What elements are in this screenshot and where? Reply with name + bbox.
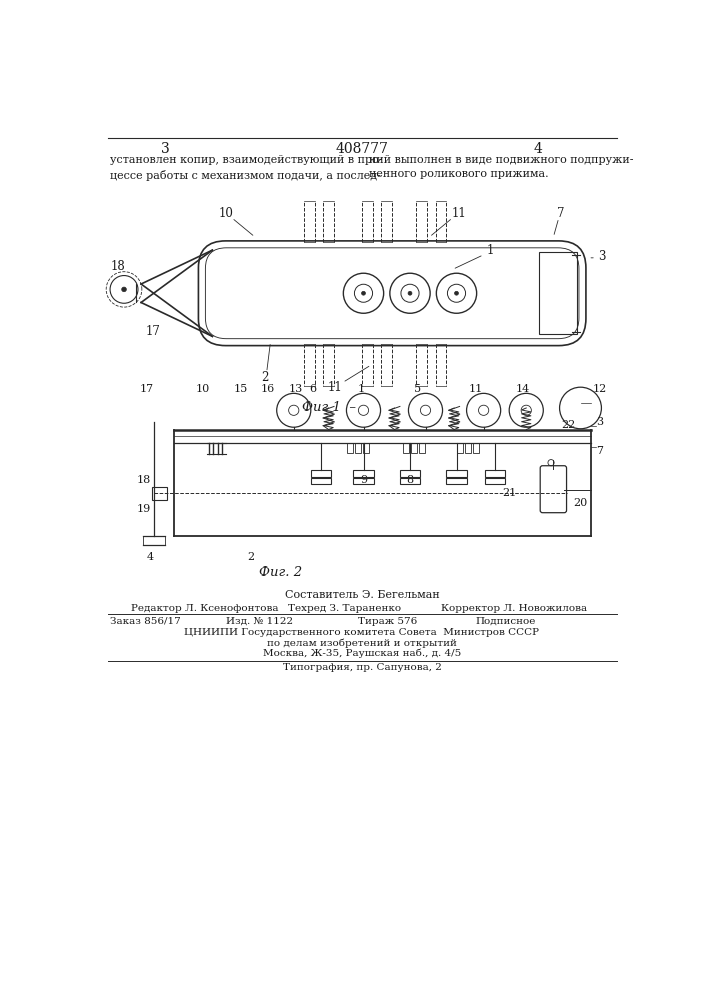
Text: 8: 8 [407, 475, 414, 485]
Bar [152, 487, 168, 500]
Text: ЦНИИПИ Государственного комитета Совета  Министров СССР: ЦНИИПИ Государственного комитета Совета … [185, 628, 539, 637]
Bar [311, 478, 331, 484]
Text: Корректор Л. Новожилова: Корректор Л. Новожилова [441, 604, 587, 613]
Text: 16: 16 [261, 384, 275, 394]
Text: Москва, Ж-35, Раушская наб., д. 4/5: Москва, Ж-35, Раушская наб., д. 4/5 [263, 648, 461, 658]
Text: 4: 4 [534, 142, 542, 156]
Text: 17: 17 [145, 325, 160, 338]
Bar [457, 443, 464, 453]
Text: 15: 15 [233, 384, 247, 394]
Bar [347, 443, 354, 453]
Circle shape [122, 287, 127, 292]
Text: 22: 22 [562, 420, 576, 430]
Bar [355, 443, 361, 453]
Text: 4: 4 [147, 552, 154, 562]
Bar [400, 470, 420, 477]
Text: 11: 11 [452, 207, 466, 220]
Text: 408777: 408777 [336, 142, 389, 156]
Text: 19: 19 [137, 504, 151, 514]
Text: 18: 18 [137, 475, 151, 485]
Text: 3: 3 [596, 417, 604, 427]
Text: 10: 10 [196, 384, 210, 394]
Text: 6: 6 [310, 384, 317, 394]
Text: 21: 21 [502, 488, 516, 498]
Bar [485, 478, 506, 484]
Text: 12: 12 [592, 384, 607, 394]
Text: 3: 3 [161, 142, 170, 156]
Text: Тираж 576: Тираж 576 [358, 617, 417, 626]
Bar [403, 443, 409, 453]
Text: 11: 11 [469, 384, 483, 394]
Bar [354, 478, 373, 484]
Bar [354, 470, 373, 477]
Text: Изд. № 1122: Изд. № 1122 [226, 617, 293, 626]
Text: Фиг 1  –: Фиг 1 – [302, 401, 356, 414]
Bar [485, 470, 506, 477]
Text: Составитель Э. Бегельман: Составитель Э. Бегельман [285, 590, 439, 600]
Text: 14: 14 [515, 384, 530, 394]
Text: 5: 5 [414, 384, 421, 394]
Bar [539, 252, 577, 334]
Bar [363, 443, 369, 453]
Text: 1: 1 [486, 244, 493, 257]
Bar [411, 443, 417, 453]
Bar [311, 470, 331, 477]
Text: 18: 18 [110, 260, 125, 273]
Text: 2: 2 [262, 371, 269, 384]
Text: Заказ 856/17: Заказ 856/17 [110, 617, 181, 626]
Text: Типография, пр. Сапунова, 2: Типография, пр. Сапунова, 2 [283, 663, 441, 672]
Text: по делам изобретений и открытий: по делам изобретений и открытий [267, 638, 457, 648]
Text: 7: 7 [597, 446, 603, 456]
Bar [446, 478, 467, 484]
Text: 20: 20 [573, 498, 588, 508]
Text: Редактор Л. Ксенофонтова: Редактор Л. Ксенофонтова [131, 604, 279, 613]
Text: 3: 3 [598, 250, 606, 263]
Bar [400, 478, 420, 484]
Text: Фиг. 2: Фиг. 2 [259, 566, 302, 579]
Text: Подписное: Подписное [476, 617, 536, 626]
Text: 2: 2 [247, 552, 255, 562]
Text: 1: 1 [358, 384, 365, 394]
Text: 11: 11 [327, 381, 342, 394]
Bar [473, 443, 479, 453]
Text: 10: 10 [219, 207, 234, 220]
Bar [465, 443, 472, 453]
Text: 7: 7 [557, 207, 565, 220]
Text: 13: 13 [289, 384, 303, 394]
Circle shape [408, 291, 412, 295]
Text: 17: 17 [139, 384, 153, 394]
Text: Техред З. Тараненко: Техред З. Тараненко [288, 604, 402, 613]
Text: 9: 9 [360, 475, 367, 485]
Text: установлен копир, взаимодействующий в про-
цессе работы с механизмом подачи, а п: установлен копир, взаимодействующий в пр… [110, 155, 382, 181]
Circle shape [455, 291, 458, 295]
Text: ний выполнен в виде подвижного подпружи-
ненного роликового прижима.: ний выполнен в виде подвижного подпружи-… [369, 155, 633, 179]
Bar [446, 470, 467, 477]
Bar [419, 443, 425, 453]
Circle shape [361, 291, 366, 295]
